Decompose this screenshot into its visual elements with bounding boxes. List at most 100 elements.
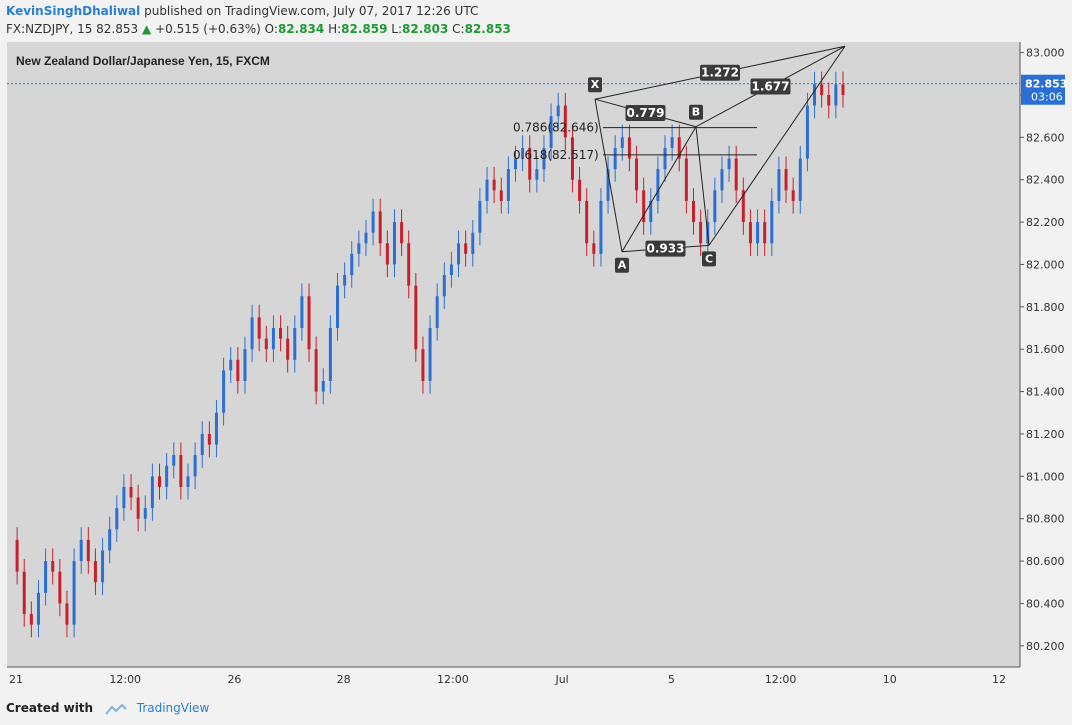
x-tick-label: 12:00 (765, 673, 797, 686)
candle-body (570, 137, 574, 180)
last-price-value: 82.853 (1025, 78, 1067, 91)
candle-body (207, 433, 211, 445)
candle-body (827, 94, 831, 106)
fib-level-label: 0.618(82.517) (513, 148, 599, 162)
candle-body (563, 105, 567, 138)
candle-body (756, 222, 760, 244)
candle-body (684, 158, 688, 201)
candle-body (549, 116, 553, 148)
high-value: 82.859 (341, 22, 388, 36)
publish-line: KevinSinghDhaliwal published on TradingV… (6, 2, 511, 20)
fib-level-label: 0.786(82.646) (513, 121, 599, 135)
candle-body (143, 508, 147, 519)
close-label: C: (452, 22, 465, 36)
candle-body (592, 243, 596, 254)
last-price: 82.853 (96, 22, 139, 36)
candle-body (279, 328, 283, 339)
candle-body (471, 232, 475, 254)
ratio-label (750, 78, 791, 95)
candle-body (620, 137, 624, 148)
footer: Created with TradingView (6, 699, 209, 719)
candle-body (36, 592, 40, 625)
y-tick-label: 81.600 (1026, 343, 1065, 356)
candle-body (656, 169, 660, 201)
candle-body (357, 243, 361, 254)
candle-body (392, 222, 396, 265)
chart-title: New Zealand Dollar/Japanese Yen, 15, FXC… (16, 54, 270, 68)
candle-body (29, 614, 33, 625)
candle-body (613, 147, 617, 170)
candle-body (727, 158, 731, 170)
leg-ab (621, 126, 697, 253)
candle-body (464, 243, 468, 254)
candle-body (321, 380, 325, 392)
candle-body (428, 328, 432, 381)
candle-body (22, 571, 26, 615)
x-tick-label: Jul (554, 673, 568, 686)
tradingview-brand[interactable]: TradingView (136, 701, 210, 715)
candle-body (606, 169, 610, 201)
author-link[interactable]: KevinSinghDhaliwal (6, 4, 141, 18)
price-change: +0.515 (+0.63%) (155, 22, 261, 36)
candle-body (72, 561, 76, 625)
candle-body (101, 550, 105, 583)
candle-body (691, 200, 695, 223)
candle-body (257, 317, 261, 339)
candle-body (492, 179, 496, 191)
candle-body (521, 147, 525, 159)
candle-body (442, 275, 446, 297)
y-tick-label: 80.400 (1026, 597, 1065, 610)
y-tick-label: 82.600 (1026, 131, 1065, 144)
candle-body (478, 200, 482, 233)
candle-body (214, 412, 218, 445)
point-label-text: C (705, 252, 713, 265)
candle-body (307, 296, 311, 350)
low-label: L: (391, 22, 403, 36)
candle-body (513, 158, 517, 170)
point-label-c (702, 251, 716, 267)
candle-body (385, 243, 389, 265)
y-tick-label: 80.800 (1026, 513, 1065, 526)
y-tick-label: 80.200 (1026, 640, 1065, 653)
chart-header: KevinSinghDhaliwal published on TradingV… (6, 2, 511, 38)
ratio-label (625, 104, 666, 121)
candle-body (378, 211, 382, 244)
candle-body (400, 222, 404, 244)
x-tick-label: 12:00 (109, 673, 141, 686)
candle-body (136, 497, 140, 519)
ratio-label-text: 0.779 (627, 106, 665, 120)
candle-body (841, 84, 845, 95)
candle-body (748, 222, 752, 244)
candle-body (421, 349, 425, 381)
candle-body (314, 349, 318, 392)
candle-body (663, 147, 667, 170)
candle-body (791, 190, 795, 201)
candle-body (798, 158, 802, 201)
candle-body (58, 571, 62, 604)
price-chart[interactable]: New Zealand Dollar/Japanese Yen, 15, FXC… (0, 38, 1072, 690)
candle-body (457, 243, 461, 265)
x-tick-label: 21 (9, 673, 23, 686)
candle-body (763, 222, 767, 244)
candle-body (713, 190, 717, 223)
candle-body (670, 137, 674, 148)
y-tick-label: 83.000 (1026, 47, 1065, 60)
candle-body (193, 455, 197, 477)
candle-body (699, 222, 703, 244)
y-tick-label: 81.400 (1026, 386, 1065, 399)
close-value: 82.853 (464, 22, 511, 36)
candle-body (165, 465, 169, 487)
x-tick-label: 26 (227, 673, 241, 686)
candle-body (414, 285, 418, 350)
x-tick-label: 5 (668, 673, 675, 686)
candle-body (293, 328, 297, 360)
ratio-label-text: 1.677 (752, 79, 790, 93)
candle-body (93, 561, 97, 583)
leg-xa (594, 99, 623, 252)
open-label: O: (264, 22, 278, 36)
plot-area (7, 42, 1020, 667)
candle-body (350, 253, 354, 276)
candle-body (122, 486, 126, 509)
candle-body (770, 200, 774, 244)
candle-body (179, 455, 183, 487)
